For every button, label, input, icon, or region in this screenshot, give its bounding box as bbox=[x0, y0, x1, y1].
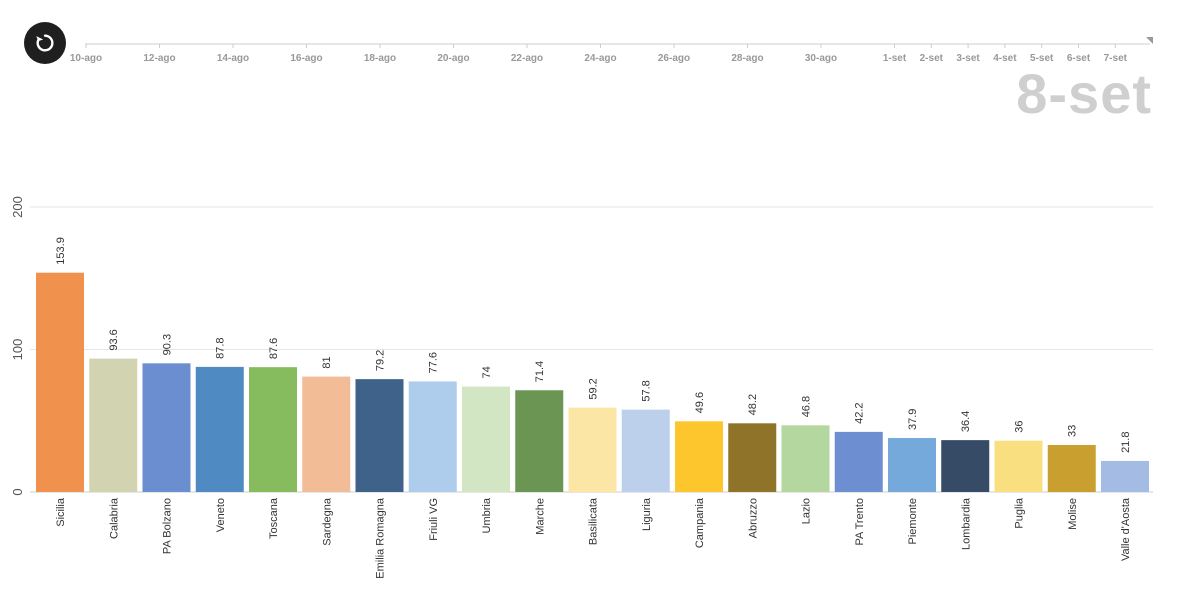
category-label: Valle d'Aosta bbox=[1120, 497, 1132, 561]
value-labels: 153.9 93.6 90.3 87.8 87.6 81 79.2 77.6 74 71.4 59.… bbox=[55, 237, 1132, 453]
timeline-label: 24-ago bbox=[584, 53, 616, 64]
category-label: Emilia Romagna bbox=[375, 497, 387, 579]
bar bbox=[941, 440, 990, 492]
bar bbox=[515, 390, 564, 492]
bar bbox=[249, 367, 297, 492]
category-label: Friuli VG bbox=[428, 498, 440, 541]
value-label: 48.2 bbox=[747, 394, 759, 415]
timeline-label: 1-set bbox=[883, 53, 907, 64]
value-label: 36.4 bbox=[960, 411, 972, 432]
category-label: Sardegna bbox=[321, 497, 333, 546]
timeline-label: 2-set bbox=[920, 53, 944, 64]
bar bbox=[675, 421, 723, 492]
bar bbox=[1101, 460, 1149, 492]
timeline-label: 4-set bbox=[993, 53, 1017, 64]
timeline-label: 5-set bbox=[1030, 53, 1054, 64]
timeline[interactable]: 10-ago 12-ago 14-ago 16-ago 18-ago 20-ago 22-a… bbox=[0, 0, 1200, 80]
value-label: 33 bbox=[1067, 425, 1079, 437]
category-label: Marche bbox=[534, 498, 546, 535]
category-label: Calabria bbox=[108, 497, 120, 539]
timeline-label: 10-ago bbox=[70, 53, 102, 64]
current-date-label: 8-set bbox=[1016, 62, 1152, 125]
bar bbox=[888, 437, 936, 492]
timeline-label: 12-ago bbox=[143, 53, 175, 64]
value-label: 74 bbox=[481, 366, 493, 378]
value-label: 59.2 bbox=[588, 378, 600, 399]
value-label: 46.8 bbox=[801, 396, 813, 417]
bar bbox=[195, 366, 244, 492]
timeline-ticks: 10-ago 12-ago 14-ago 16-ago 18-ago 20-ago 22-a… bbox=[70, 44, 1128, 64]
bar bbox=[1047, 444, 1096, 492]
y-tick-label: 100 bbox=[10, 339, 25, 361]
bar bbox=[621, 409, 670, 492]
value-label: 49.6 bbox=[694, 392, 706, 413]
value-label: 81 bbox=[321, 356, 333, 368]
timeline-label: 22-ago bbox=[511, 53, 543, 64]
value-label: 77.6 bbox=[428, 352, 440, 373]
bar bbox=[834, 431, 883, 492]
category-label: Lazio bbox=[801, 498, 813, 524]
value-label: 57.8 bbox=[641, 380, 653, 401]
category-label: Puglia bbox=[1014, 497, 1026, 528]
category-label: Sicilia bbox=[55, 497, 67, 527]
category-label: PA Trento bbox=[854, 498, 866, 546]
replay-button[interactable] bbox=[24, 22, 66, 64]
category-label: Liguria bbox=[641, 497, 653, 531]
bar bbox=[994, 440, 1043, 492]
category-label: Lombardia bbox=[960, 497, 972, 550]
value-label: 93.6 bbox=[108, 329, 120, 350]
timeline-label: 6-set bbox=[1067, 53, 1091, 64]
value-label: 42.2 bbox=[854, 402, 866, 423]
category-label: Campania bbox=[694, 497, 706, 548]
bar bbox=[142, 363, 191, 492]
value-label: 79.2 bbox=[375, 350, 387, 371]
timeline-label: 28-ago bbox=[731, 53, 763, 64]
x-axis: Sicilia Calabria PA Bolzano Veneto Toscana Sa… bbox=[55, 497, 1132, 579]
value-label: 71.4 bbox=[534, 361, 546, 382]
replay-icon bbox=[34, 32, 56, 54]
value-label: 37.9 bbox=[907, 409, 919, 430]
value-label: 87.6 bbox=[268, 338, 280, 359]
y-tick-label: 200 bbox=[10, 196, 25, 218]
category-label: Umbria bbox=[481, 497, 493, 533]
bar bbox=[36, 272, 84, 492]
bar bbox=[728, 423, 777, 492]
timeline-label: 7-set bbox=[1104, 53, 1128, 64]
value-label: 90.3 bbox=[162, 334, 174, 355]
value-label: 153.9 bbox=[55, 237, 67, 265]
bar bbox=[462, 386, 510, 492]
y-axis: 0 100 200 bbox=[10, 196, 25, 495]
timeline-label: 30-ago bbox=[805, 53, 837, 64]
timeline-handle[interactable] bbox=[1146, 37, 1153, 44]
value-label: 87.8 bbox=[215, 337, 227, 358]
bar bbox=[89, 358, 138, 492]
y-tick-label: 0 bbox=[10, 488, 25, 495]
category-label: Abruzzo bbox=[747, 498, 759, 538]
category-label: Basilicata bbox=[588, 497, 600, 545]
timeline-label: 14-ago bbox=[217, 53, 249, 64]
category-label: PA Bolzano bbox=[162, 498, 174, 554]
timeline-label: 16-ago bbox=[290, 53, 322, 64]
timeline-label: 26-ago bbox=[658, 53, 690, 64]
category-label: Toscana bbox=[268, 497, 280, 539]
bar bbox=[302, 376, 351, 492]
bar bbox=[568, 407, 617, 492]
timeline-label: 3-set bbox=[956, 53, 980, 64]
chart-bars bbox=[36, 272, 1149, 492]
bar bbox=[781, 425, 830, 492]
bar bbox=[408, 381, 457, 492]
timeline-label: 20-ago bbox=[437, 53, 469, 64]
category-label: Veneto bbox=[215, 498, 227, 532]
category-label: Piemonte bbox=[907, 498, 919, 544]
value-label: 21.8 bbox=[1120, 432, 1132, 453]
value-label: 36 bbox=[1014, 420, 1026, 432]
category-label: Molise bbox=[1067, 498, 1079, 530]
timeline-label: 18-ago bbox=[364, 53, 396, 64]
bar bbox=[355, 379, 404, 492]
